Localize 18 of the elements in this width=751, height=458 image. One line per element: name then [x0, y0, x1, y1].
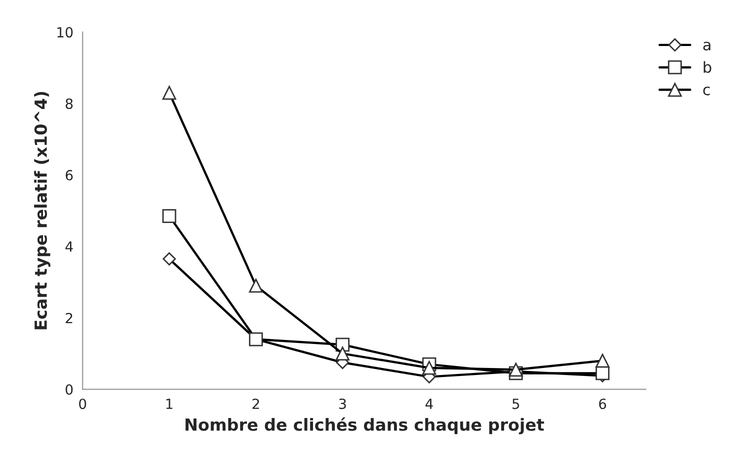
legend-label: b	[704, 61, 712, 73]
y-tick-label: 2	[66, 312, 72, 324]
x-tick-label: 6	[599, 398, 606, 410]
x-tick-label: 3	[339, 398, 346, 410]
x-tick-label: 2	[252, 398, 259, 409]
x-tick-label: 5	[512, 398, 520, 410]
legend-label: a	[703, 42, 710, 50]
x-tick-label: 4	[425, 398, 433, 409]
legend-label: c	[703, 86, 710, 96]
y-tick-label: 4	[65, 242, 73, 252]
y-tick-label: 6	[66, 170, 73, 180]
y-axis-title: Ecart type relatif (x10^4)	[34, 92, 50, 330]
x-axis-title: Nombre de clichés dans chaque projet	[186, 417, 544, 434]
y-tick-label: 8	[66, 98, 73, 109]
y-tick-label: 10	[57, 27, 73, 38]
x-tick-label: 1	[166, 398, 172, 409]
x-tick-label: 0	[79, 398, 86, 410]
y-tick-label: 0	[66, 384, 73, 395]
